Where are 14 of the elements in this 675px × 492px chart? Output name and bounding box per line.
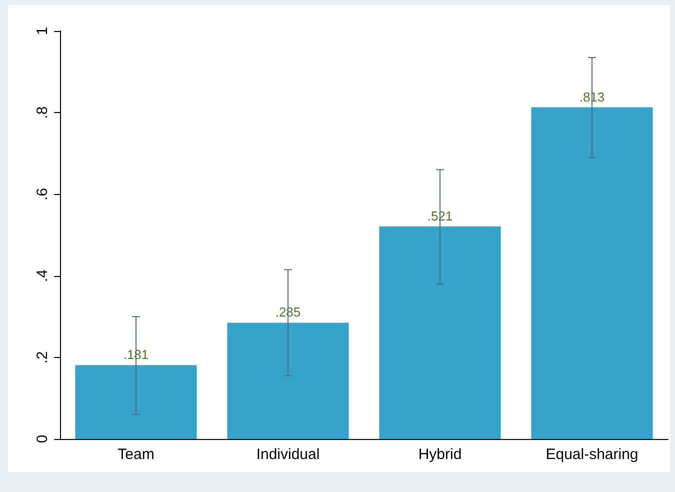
x-tick-label: Individual <box>256 446 320 463</box>
x-tick-label: Team <box>118 446 154 463</box>
x-tick-label: Equal-sharing <box>546 446 638 463</box>
bar <box>227 322 349 439</box>
y-tick-label: .8 <box>34 106 51 119</box>
y-tick-label: .6 <box>34 188 51 200</box>
y-tick-label: .4 <box>34 270 51 282</box>
y-tick-label: 1 <box>34 26 51 36</box>
bar <box>531 107 653 439</box>
x-tick-label: Hybrid <box>418 446 462 463</box>
bar <box>379 226 501 439</box>
bar <box>75 365 197 439</box>
y-tick-label: 0 <box>34 434 51 444</box>
y-tick-label: .2 <box>34 351 51 364</box>
